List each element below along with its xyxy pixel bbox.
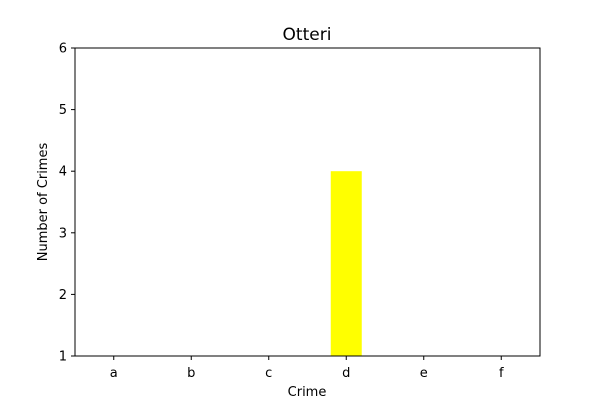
y-tick-label-6: 6	[59, 42, 67, 57]
y-tick-label-1: 1	[59, 350, 67, 365]
x-axis: a b c d e f	[110, 356, 504, 381]
y-axis: 1 2 3 4 5 6	[59, 42, 75, 365]
x-tick-label-f: f	[499, 366, 504, 381]
x-tick-label-e: e	[420, 366, 428, 381]
plot-area-frame	[74, 47, 541, 357]
y-tick-label-5: 5	[59, 103, 67, 118]
bar-d	[330, 171, 362, 356]
x-tick-label-c: c	[265, 366, 272, 381]
x-tick-label-b: b	[187, 366, 195, 381]
x-axis-label: Crime	[288, 385, 327, 400]
chart-title: Otteri	[283, 25, 332, 45]
y-axis-label: Number of Crimes	[36, 143, 51, 262]
y-tick-label-4: 4	[59, 165, 67, 180]
bars-group	[330, 171, 362, 356]
y-tick-label-2: 2	[59, 288, 67, 303]
x-tick-label-d: d	[342, 366, 350, 381]
x-tick-label-a: a	[110, 366, 118, 381]
y-tick-label-3: 3	[59, 226, 67, 241]
